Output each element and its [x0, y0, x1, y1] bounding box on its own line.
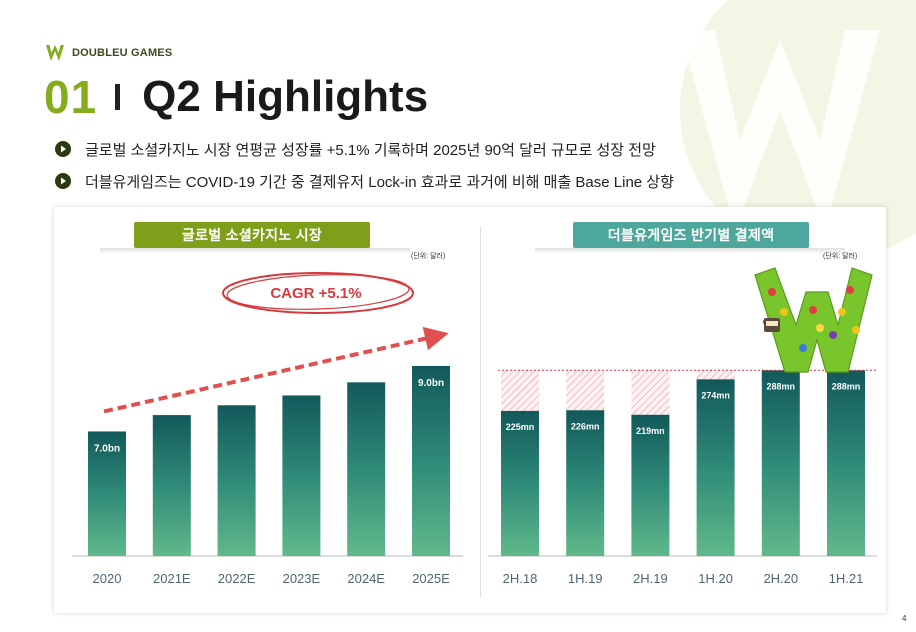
charts-panel — [54, 207, 886, 613]
data-label: 288mn — [767, 381, 796, 391]
bullet-item: 글로벌 소셜카지노 시장 연평균 성장률 +5.1% 기록하며 2025년 90… — [55, 138, 674, 160]
page-title: 01 Q2 Highlights — [44, 70, 428, 124]
doubleu-logo-icon — [46, 45, 64, 61]
data-label: 225mn — [506, 422, 535, 432]
bar-2024E — [347, 382, 386, 556]
chip-shadow — [100, 248, 410, 254]
title-text: Q2 Highlights — [142, 72, 429, 121]
data-label: 274mn — [701, 390, 730, 400]
chip-shadow — [535, 248, 845, 254]
logo-text: DOUBLEU GAMES — [72, 47, 173, 59]
page-number: 4 — [902, 614, 907, 623]
slot-symbol — [829, 331, 837, 339]
cagr-ellipse-inner — [226, 274, 410, 310]
company-logo: DOUBLEU GAMES — [44, 42, 172, 64]
x-tick-label: 1H.19 — [568, 571, 603, 586]
slot-symbol — [852, 326, 860, 334]
slot-symbol — [809, 306, 817, 314]
x-tick-label: 2H.18 — [503, 571, 538, 586]
bar-1H.21 — [827, 370, 865, 556]
right-bar-chart: 2H.18 225mn 1H.19 226mn 2H.19 219mn 1H.20 274mn… — [488, 267, 877, 586]
x-tick-label: 2023E — [283, 571, 321, 586]
slot-symbol — [816, 324, 824, 332]
section-number: 01 — [44, 71, 98, 123]
background-w-logo — [680, 0, 916, 260]
bar-2021E — [152, 415, 191, 556]
cagr-ellipse — [222, 272, 414, 314]
gap-hatch — [566, 370, 605, 411]
bullet-text: 더블유게임즈는 COVID-19 기간 중 결제유저 Lock-in 효과로 과… — [85, 173, 674, 191]
slot-reels — [766, 321, 778, 326]
highlight-bullets: 글로벌 소셜카지노 시장 연평균 성장률 +5.1% 기록하며 2025년 90… — [55, 138, 674, 202]
x-tick-label: 1H.21 — [829, 571, 864, 586]
panel-divider — [480, 226, 481, 598]
slot-symbol — [780, 308, 788, 316]
bar-1H.19 — [566, 410, 605, 556]
data-label: 9.0bn — [418, 378, 444, 389]
x-tick-label: 1H.20 — [698, 571, 733, 586]
slot-symbol — [846, 286, 854, 294]
cagr-arrow — [103, 326, 449, 414]
w-shape — [754, 267, 873, 373]
bar-1H.20 — [696, 379, 735, 556]
bar-2H.20 — [761, 370, 800, 556]
x-tick-label: 2H.20 — [763, 571, 798, 586]
bar-2020 — [88, 431, 126, 556]
bar-2023E — [282, 395, 321, 556]
data-label: 219mn — [636, 426, 665, 436]
cagr-annotation: CAGR +5.1% — [270, 285, 361, 302]
x-tick-label: 2022E — [218, 571, 256, 586]
data-label: 288mn — [832, 381, 861, 391]
x-tick-label: 2024E — [347, 571, 385, 586]
bullet-item: 더블유게임즈는 COVID-19 기간 중 결제유저 Lock-in 효과로 과… — [55, 170, 674, 192]
x-tick-label: 2021E — [153, 571, 191, 586]
bar-2H.19 — [631, 414, 670, 556]
play-circle-icon — [55, 173, 71, 189]
right-chart-title: 더블유게임즈 반기별 결제액 — [573, 222, 809, 248]
data-label: 7.0bn — [94, 443, 120, 454]
x-tick-label: 2025E — [412, 571, 450, 586]
slot-w-illustration — [754, 267, 873, 373]
gap-hatch — [696, 370, 735, 380]
right-unit-label: (단위: 달러) — [823, 253, 858, 260]
left-unit-label: (단위: 달러) — [411, 253, 446, 260]
gap-hatch — [631, 370, 670, 415]
gap-hatch — [501, 370, 539, 411]
left-chart-title: 글로벌 소셜카지노 시장 — [134, 222, 370, 248]
play-circle-icon — [55, 141, 71, 157]
data-label: 226mn — [571, 421, 600, 431]
bar-2022E — [217, 405, 256, 556]
bar-2025E — [412, 365, 450, 556]
slot-symbol — [799, 344, 807, 352]
x-tick-label: 2020 — [93, 571, 122, 586]
title-separator — [115, 84, 121, 110]
bar-2H.18 — [501, 410, 539, 556]
slot-symbol — [838, 308, 846, 316]
x-tick-label: 2H.19 — [633, 571, 668, 586]
slot-symbol — [768, 288, 776, 296]
left-bar-chart: 2020 7.0bn 2021E 2022E 2023E 2024E 2025E 9.0bn C… — [72, 272, 463, 586]
bullet-text: 글로벌 소셜카지노 시장 연평균 성장률 +5.1% 기록하며 2025년 90… — [85, 141, 656, 159]
